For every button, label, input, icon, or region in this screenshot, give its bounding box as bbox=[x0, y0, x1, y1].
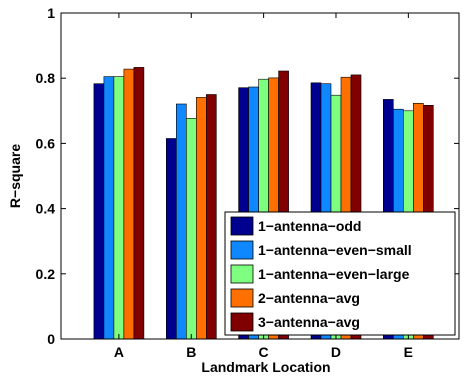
legend: 1−antenna−odd 1−antenna−even−small 1−anten… bbox=[224, 211, 456, 336]
y-tick-label: 1 bbox=[47, 5, 55, 21]
legend-label: 1−antenna−even−large bbox=[258, 266, 410, 282]
x-axis-label: Landmark Location bbox=[201, 359, 330, 375]
x-tick-label: E bbox=[404, 344, 413, 360]
plot-frame bbox=[60, 12, 460, 340]
x-tick-label: B bbox=[186, 344, 196, 360]
bar-a-series-4 bbox=[123, 68, 135, 340]
y-tick-label: 0.2 bbox=[36, 266, 56, 282]
legend-swatch bbox=[230, 240, 254, 260]
legend-swatch bbox=[230, 288, 254, 308]
bar-a-series-1 bbox=[93, 83, 105, 340]
bar-a-series-5 bbox=[133, 67, 145, 340]
bar-a-series-3 bbox=[113, 76, 125, 340]
legend-box bbox=[224, 211, 456, 336]
x-tick-label: D bbox=[331, 344, 341, 360]
bar-b-series-2 bbox=[176, 103, 187, 340]
bar-b-series-4 bbox=[196, 97, 207, 340]
legend-label: 2−antenna−avg bbox=[258, 290, 360, 306]
x-tick-label: A bbox=[114, 344, 124, 360]
y-tick-label: 0.8 bbox=[36, 70, 56, 86]
y-tick-label: 0.6 bbox=[36, 135, 56, 151]
bar-b-series-5 bbox=[206, 94, 217, 340]
y-tick-label: 0.4 bbox=[36, 201, 56, 217]
bar-a-series-2 bbox=[103, 76, 115, 340]
legend-swatch bbox=[230, 216, 254, 236]
legend-swatch bbox=[230, 312, 254, 332]
bar-b-series-3 bbox=[186, 118, 197, 340]
y-tick-label: 0 bbox=[47, 331, 55, 347]
y-axis-label: R−square bbox=[7, 144, 23, 208]
bar-b-series-1 bbox=[166, 138, 177, 340]
legend-label: 3−antenna−avg bbox=[258, 314, 360, 330]
legend-label: 1−antenna−odd bbox=[258, 218, 361, 234]
legend-label: 1−antenna−even−small bbox=[258, 242, 412, 258]
legend-swatch bbox=[230, 264, 254, 284]
x-tick-label: C bbox=[259, 344, 269, 360]
tick-labels: 0 0.2 0.4 0.6 0.8 1 A B C D E bbox=[36, 5, 413, 360]
